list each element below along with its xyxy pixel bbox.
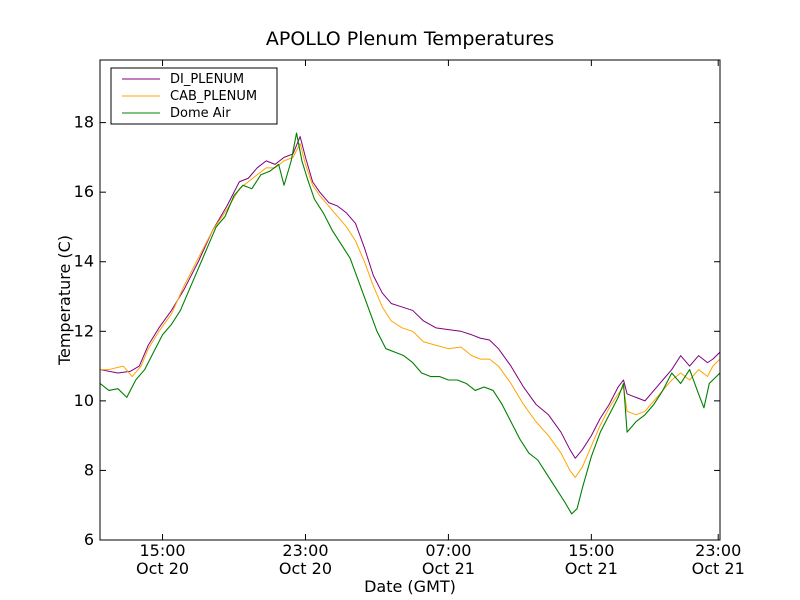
chart-title: APOLLO Plenum Temperatures	[266, 28, 554, 50]
series-layer	[99, 132, 721, 515]
x-tick-time-label-4: 23:00	[695, 541, 741, 560]
x-tick-date-label-1: Oct 20	[279, 559, 332, 578]
legend-label-cab-plenum: CAB_PLENUM	[170, 89, 257, 104]
y-tick-label-12: 12	[74, 321, 94, 340]
x-tick-time-label-2: 07:00	[425, 541, 471, 560]
legend-label-di-plenum: DI_PLENUM	[170, 72, 244, 87]
x-tick-time-label-3: 15:00	[568, 541, 614, 560]
y-tick-label-16: 16	[74, 182, 94, 201]
series-line-di-plenum	[99, 136, 721, 459]
legend: DI_PLENUM CAB_PLENUM Dome Air	[110, 67, 278, 125]
y-tick-label-18: 18	[74, 113, 94, 132]
x-tick-date-label-0: Oct 20	[136, 559, 189, 578]
x-tick-time-label-1: 23:00	[282, 541, 328, 560]
x-tick-date-label-4: Oct 21	[692, 559, 745, 578]
x-tick-date-label-3: Oct 21	[565, 559, 618, 578]
y-tick-label-10: 10	[74, 391, 94, 410]
x-axis-label: Date (GMT)	[364, 577, 456, 596]
series-line-dome-air	[99, 132, 721, 515]
y-axis-label: Temperature (C)	[55, 235, 74, 366]
plot-frame	[99, 59, 721, 541]
legend-item-dome-air: Dome Air	[122, 106, 231, 121]
legend-label-dome-air: Dome Air	[170, 106, 231, 121]
y-axis-ticks: 6 8 10 12 14 16 18	[74, 113, 720, 549]
legend-item-di-plenum: DI_PLENUM	[122, 72, 244, 87]
x-tick-date-label-2: Oct 21	[422, 559, 475, 578]
y-tick-label-6: 6	[84, 530, 94, 549]
plot-area	[100, 60, 720, 540]
legend-item-cab-plenum: CAB_PLENUM	[122, 89, 257, 104]
y-tick-label-14: 14	[74, 252, 94, 271]
x-tick-time-label-0: 15:00	[139, 541, 185, 560]
y-tick-label-8: 8	[84, 460, 94, 479]
series-line-cab-plenum	[99, 142, 721, 478]
